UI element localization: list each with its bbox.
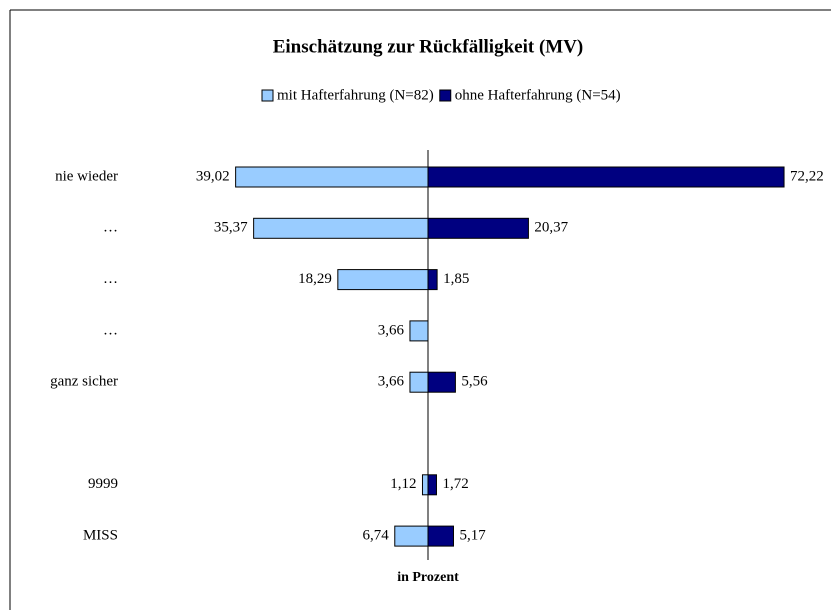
- value-label: 18,29: [298, 271, 332, 287]
- value-label: 72,22: [790, 168, 824, 184]
- bar: [427, 269, 438, 291]
- bar: [427, 371, 456, 393]
- bar: [409, 320, 429, 342]
- category-label: nie wieder: [55, 168, 118, 184]
- bar: [409, 371, 429, 393]
- bar: [427, 474, 437, 496]
- legend-label: ohne Hafterfahrung (N=54): [455, 87, 621, 103]
- legend-swatch: [439, 89, 452, 102]
- x-axis-label: in Prozent: [397, 570, 459, 585]
- bar: [394, 525, 429, 547]
- category-label: 9999: [88, 476, 118, 492]
- bar: [427, 217, 529, 239]
- value-label: 6,74: [363, 528, 390, 544]
- value-label: 5,17: [459, 528, 486, 544]
- value-label: 20,37: [534, 220, 568, 236]
- value-label: 1,12: [390, 476, 416, 492]
- bar: [235, 166, 429, 188]
- value-label: 1,72: [442, 476, 468, 492]
- legend-label: mit Hafterfahrung (N=82): [277, 87, 434, 103]
- bar: [337, 269, 429, 291]
- category-label: …: [103, 271, 118, 287]
- legend-swatch: [261, 89, 274, 102]
- value-label: 39,02: [196, 168, 230, 184]
- category-label: ganz sicher: [50, 374, 118, 390]
- value-label: 3,66: [378, 322, 405, 338]
- category-label: …: [103, 220, 118, 236]
- value-label: 1,85: [443, 271, 469, 287]
- value-label: 35,37: [214, 220, 248, 236]
- value-label: 5,56: [461, 374, 488, 390]
- value-label: 3,66: [378, 374, 405, 390]
- category-label: MISS: [83, 528, 118, 544]
- bar: [427, 166, 785, 188]
- bar: [421, 474, 429, 496]
- category-label: …: [103, 322, 118, 338]
- chart-title: Einschätzung zur Rückfälligkeit (MV): [273, 36, 584, 57]
- bar: [253, 217, 429, 239]
- bar: [427, 525, 454, 547]
